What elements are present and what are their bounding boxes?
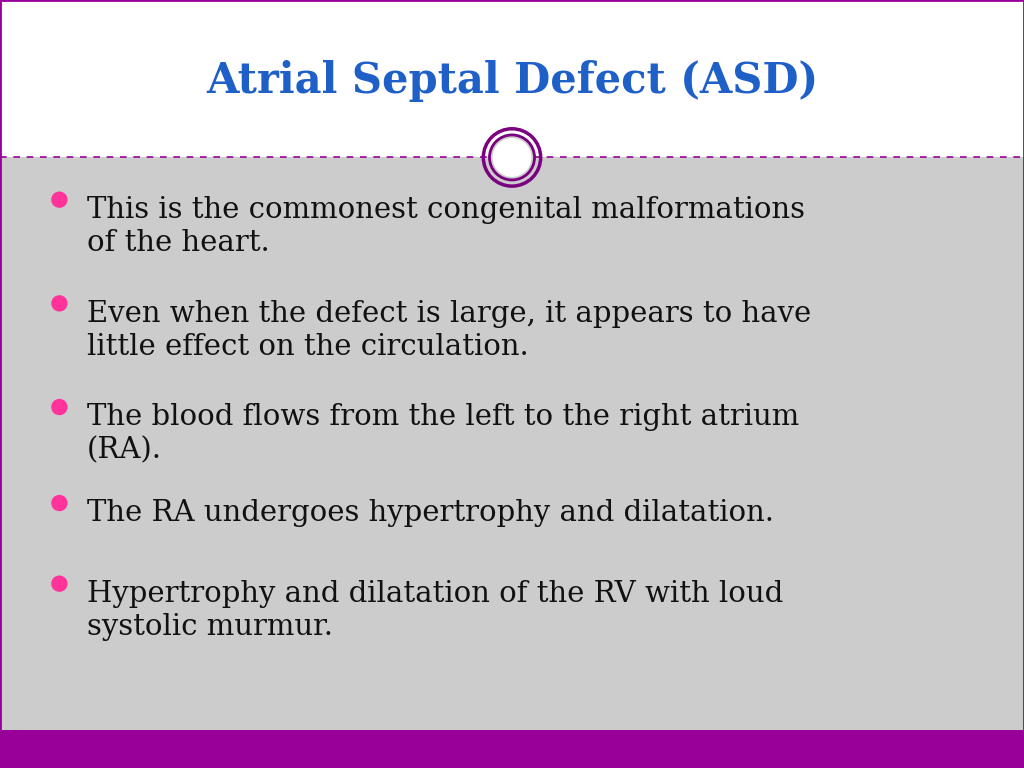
Text: The RA undergoes hypertrophy and dilatation.: The RA undergoes hypertrophy and dilatat… — [87, 499, 774, 527]
FancyBboxPatch shape — [0, 0, 1024, 157]
Ellipse shape — [51, 295, 68, 312]
FancyBboxPatch shape — [0, 730, 1024, 768]
Ellipse shape — [51, 191, 68, 208]
Text: The blood flows from the left to the right atrium
(RA).: The blood flows from the left to the rig… — [87, 403, 800, 465]
Text: Atrial Septal Defect (ASD): Atrial Septal Defect (ASD) — [206, 60, 818, 101]
Ellipse shape — [51, 399, 68, 415]
Ellipse shape — [51, 575, 68, 592]
Ellipse shape — [489, 135, 535, 180]
Ellipse shape — [493, 138, 531, 177]
Text: This is the commonest congenital malformations
of the heart.: This is the commonest congenital malform… — [87, 196, 805, 257]
Ellipse shape — [51, 495, 68, 511]
FancyBboxPatch shape — [0, 157, 1024, 730]
Text: Even when the defect is large, it appears to have
little effect on the circulati: Even when the defect is large, it appear… — [87, 300, 811, 361]
Text: Hypertrophy and dilatation of the RV with loud
systolic murmur.: Hypertrophy and dilatation of the RV wit… — [87, 580, 783, 641]
